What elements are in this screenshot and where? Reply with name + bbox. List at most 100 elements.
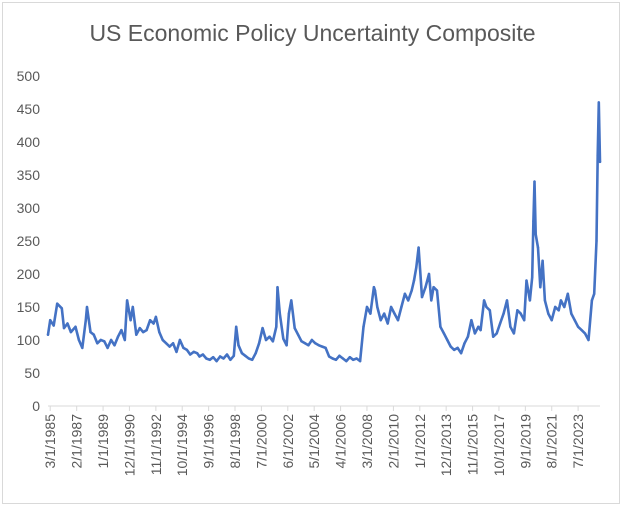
data-point [528, 299, 532, 302]
data-point [225, 353, 229, 356]
data-point [563, 305, 566, 309]
data-point [116, 335, 120, 338]
data-point [77, 338, 81, 342]
data-point [439, 325, 442, 328]
data-point [198, 355, 201, 358]
x-tick-label: 2/1/2010 [385, 414, 401, 469]
data-point [580, 328, 583, 332]
data-point [522, 319, 526, 322]
x-tick-label: 9/1/2019 [517, 414, 533, 469]
data-point [60, 307, 63, 310]
data-point [502, 312, 505, 315]
data-point [557, 309, 560, 312]
data-point [420, 295, 424, 299]
data-point [477, 325, 480, 328]
y-tick-label: 50 [24, 365, 40, 381]
x-tick-label: 12/1/2013 [438, 414, 454, 476]
data-point [376, 305, 379, 309]
data-point [334, 358, 338, 361]
series-line [46, 101, 602, 363]
data-point [145, 328, 148, 332]
data-point [495, 332, 498, 335]
data-point [182, 346, 185, 350]
data-point [66, 322, 69, 325]
data-point [473, 332, 477, 335]
data-point [424, 286, 427, 289]
data-point [89, 330, 92, 334]
data-point [175, 350, 178, 354]
data-point [598, 160, 602, 163]
y-tick-label: 150 [17, 299, 41, 315]
x-tick-label: 2/1/1987 [69, 414, 85, 469]
data-point [164, 342, 168, 345]
x-tick-label: 4/1/2006 [333, 414, 349, 469]
data-point [192, 350, 195, 354]
data-point [314, 342, 317, 345]
data-point [148, 319, 152, 322]
data-point [466, 335, 470, 338]
data-point [85, 305, 89, 309]
data-point [310, 338, 314, 342]
data-point [254, 352, 257, 355]
data-point [410, 289, 413, 292]
data-point [161, 338, 164, 342]
data-point [300, 340, 303, 343]
x-tick-label: 10/1/1994 [174, 414, 190, 476]
data-point [573, 319, 576, 322]
data-point [271, 340, 275, 343]
data-point [52, 324, 55, 327]
data-point [275, 325, 278, 328]
data-point [554, 305, 557, 309]
y-tick-label: 0 [32, 398, 40, 414]
x-tick-label: 5/1/2004 [306, 414, 322, 469]
data-point [550, 319, 553, 322]
data-point [81, 346, 84, 350]
data-point [293, 326, 296, 330]
plot-area [46, 101, 602, 363]
x-tick-label: 11/1/1992 [148, 414, 164, 475]
data-point [268, 335, 271, 338]
data-point [276, 286, 279, 289]
data-point [382, 312, 386, 315]
x-tick-label: 9/1/1996 [201, 414, 217, 469]
data-point [232, 354, 236, 358]
data-point [282, 337, 285, 340]
data-point [541, 259, 544, 262]
data-point [407, 299, 410, 302]
data-point [355, 357, 358, 360]
data-point [593, 292, 596, 295]
data-point [512, 332, 516, 335]
y-tick-label: 450 [17, 101, 41, 117]
data-point [237, 344, 240, 347]
data-point [509, 325, 512, 328]
data-point [138, 326, 141, 330]
data-point [208, 358, 211, 361]
data-point [103, 340, 106, 343]
data-point [120, 328, 123, 332]
data-point [559, 299, 563, 302]
data-point [373, 289, 377, 292]
data-point [543, 299, 547, 302]
data-point [389, 305, 393, 309]
data-point [240, 352, 244, 355]
data-point [362, 325, 365, 328]
data-point [290, 299, 293, 302]
data-point [218, 355, 222, 358]
data-point [55, 302, 59, 305]
x-tick-label: 1/1/2012 [412, 414, 428, 469]
data-point [400, 305, 403, 309]
y-tick-label: 400 [17, 134, 41, 150]
y-tick-label: 350 [17, 167, 41, 183]
y-tick-label: 250 [17, 233, 41, 249]
x-tick-label: 8/1/2021 [544, 414, 560, 469]
data-point [459, 352, 463, 355]
x-tick-label: 1/1/1989 [95, 414, 111, 469]
data-point [482, 299, 486, 302]
data-point [125, 299, 129, 302]
data-point [417, 246, 420, 249]
data-point [519, 312, 522, 315]
data-point [129, 319, 132, 322]
data-point [69, 330, 73, 334]
data-point [106, 346, 109, 350]
